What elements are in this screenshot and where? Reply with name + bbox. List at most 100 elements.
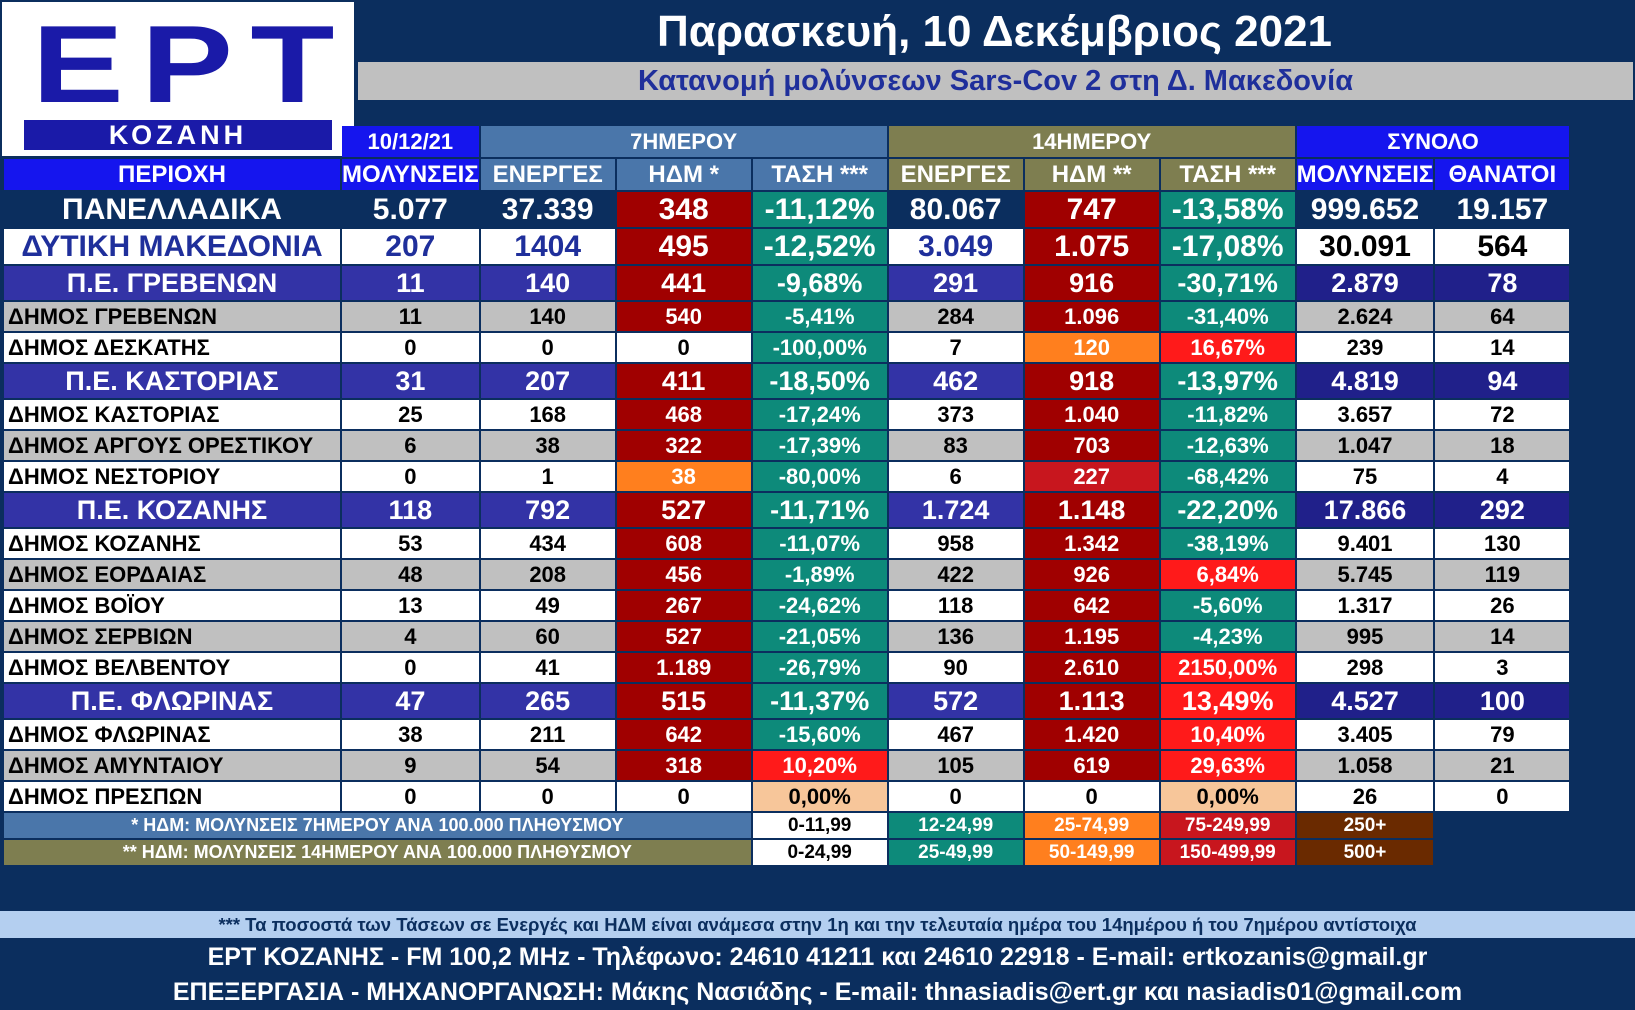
- value-cell: 118: [342, 493, 479, 527]
- value-cell: 16,67%: [1160, 333, 1295, 362]
- value-cell: 13: [342, 591, 479, 620]
- table-row: ΔΗΜΟΣ ΔΕΣΚΑΤΗΣ 0 0 0 -100,00% 7 120 16,67% 239 14: [4, 333, 1570, 362]
- value-cell: 83: [888, 431, 1023, 460]
- area-name: ΔΥΤΙΚΗ ΜΑΚΕΔΟΝΙΑ: [4, 229, 340, 264]
- legend-row: * ΗΔΜ: ΜΟΛΥΝΣΕΙΣ 7ΗΜΕΡΟΥ ΑΝΑ 100.000 ΠΛΗ…: [4, 813, 1569, 838]
- value-cell: 1.189: [616, 653, 751, 682]
- value-cell: 79: [1435, 720, 1570, 749]
- value-cell: -30,71%: [1160, 266, 1295, 300]
- area-name: ΔΗΜΟΣ ΒΕΛΒΕΝΤΟΥ: [4, 653, 340, 682]
- value-cell: 348: [616, 192, 751, 227]
- value-cell: 38: [342, 720, 479, 749]
- ert-logo: ΕΡΤ ΚΟΖΑΝΗ: [2, 2, 354, 156]
- value-cell: 642: [1024, 591, 1159, 620]
- value-cell: 19.157: [1435, 192, 1570, 227]
- value-cell: 17.866: [1296, 493, 1434, 527]
- value-cell: 434: [480, 529, 615, 558]
- legend-range: 25-49,99: [888, 840, 1023, 865]
- value-cell: -11,37%: [752, 684, 887, 718]
- table-row: Π.Ε. ΚΟΖΑΝΗΣ 118 792 527 -11,71% 1.724 1.148 -2…: [4, 493, 1570, 527]
- value-cell: 1404: [480, 229, 615, 264]
- date-header: 10/12/21: [342, 126, 479, 157]
- value-cell: 619: [1024, 751, 1159, 780]
- value-cell: 527: [616, 493, 751, 527]
- value-cell: -68,42%: [1160, 462, 1295, 491]
- value-cell: 540: [616, 302, 751, 331]
- legend-range: 50-149,99: [1024, 840, 1159, 865]
- column-header: ΘΑΝΑΤΟΙ: [1435, 159, 1570, 190]
- area-name: Π.Ε. ΓΡΕΒΕΝΩΝ: [4, 266, 340, 300]
- value-cell: 239: [1296, 333, 1434, 362]
- legend-range: 0-24,99: [752, 840, 887, 865]
- table-body: 10/12/21 7ΗΜΕΡΟΥ 14ΗΜΕΡΟΥ ΣΥΝΟΛΟ ΠΕΡΙΟΧΗ ΜΟΛΥ…: [4, 126, 1570, 865]
- trend-footnote: *** Τα ποσοστά των Τάσεων σε Ενεργές και…: [0, 911, 1635, 938]
- value-cell: 0,00%: [1160, 782, 1295, 811]
- table-row: Π.Ε. ΦΛΩΡΙΝΑΣ 47 265 515 -11,37% 572 1.113 13,4…: [4, 684, 1570, 718]
- value-cell: 2.610: [1024, 653, 1159, 682]
- table-row: Π.Ε. ΚΑΣΤΟΡΙΑΣ 31 207 411 -18,50% 462 918 -13,9…: [4, 364, 1570, 398]
- value-cell: 1.195: [1024, 622, 1159, 651]
- area-name: ΔΗΜΟΣ ΠΡΕΣΠΩΝ: [4, 782, 340, 811]
- value-cell: 995: [1296, 622, 1434, 651]
- value-cell: 2.879: [1296, 266, 1434, 300]
- value-cell: -1,89%: [752, 560, 887, 589]
- area-name: ΔΗΜΟΣ ΑΜΥΝΤΑΙΟΥ: [4, 751, 340, 780]
- value-cell: 75: [1296, 462, 1434, 491]
- value-cell: 29,63%: [1160, 751, 1295, 780]
- value-cell: -15,60%: [752, 720, 887, 749]
- area-name: ΔΗΜΟΣ ΣΕΡΒΙΩΝ: [4, 622, 340, 651]
- value-cell: 1: [480, 462, 615, 491]
- value-cell: 456: [616, 560, 751, 589]
- legend-range: 150-499,99: [1160, 840, 1295, 865]
- area-name: ΔΗΜΟΣ ΑΡΓΟΥΣ ΟΡΕΣΤΙΚΟΥ: [4, 431, 340, 460]
- value-cell: 119: [1435, 560, 1570, 589]
- column-header: ΤΑΣΗ ***: [752, 159, 887, 190]
- value-cell: 1.342: [1024, 529, 1159, 558]
- value-cell: 926: [1024, 560, 1159, 589]
- value-cell: 25: [342, 400, 479, 429]
- value-cell: 0: [888, 782, 1023, 811]
- value-cell: -18,50%: [752, 364, 887, 398]
- value-cell: 6: [888, 462, 1023, 491]
- value-cell: 18: [1435, 431, 1570, 460]
- value-cell: 291: [888, 266, 1023, 300]
- value-cell: 1.148: [1024, 493, 1159, 527]
- value-cell: 207: [342, 229, 479, 264]
- value-cell: 3: [1435, 653, 1570, 682]
- value-cell: 4: [342, 622, 479, 651]
- value-cell: 0: [1435, 782, 1570, 811]
- value-cell: 14: [1435, 622, 1570, 651]
- area-name: ΔΗΜΟΣ ΔΕΣΚΑΤΗΣ: [4, 333, 340, 362]
- area-name: Π.Ε. ΚΟΖΑΝΗΣ: [4, 493, 340, 527]
- value-cell: -38,19%: [1160, 529, 1295, 558]
- table-row: ΔΗΜΟΣ ΚΟΖΑΝΗΣ 53 434 608 -11,07% 958 1.342 -38,…: [4, 529, 1570, 558]
- table-row: Π.Ε. ΓΡΕΒΕΝΩΝ 11 140 441 -9,68% 291 916 -30,71%…: [4, 266, 1570, 300]
- value-cell: 495: [616, 229, 751, 264]
- value-cell: 168: [480, 400, 615, 429]
- value-cell: 0: [480, 782, 615, 811]
- value-cell: 94: [1435, 364, 1570, 398]
- legend-label: * ΗΔΜ: ΜΟΛΥΝΣΕΙΣ 7ΗΜΕΡΟΥ ΑΝΑ 100.000 ΠΛΗ…: [4, 813, 751, 838]
- value-cell: 0: [616, 782, 751, 811]
- value-cell: 207: [480, 364, 615, 398]
- area-name: ΠΑΝΕΛΛΑΔΙΚΑ: [4, 192, 340, 227]
- column-header: ΜΟΛΥΝΣΕΙΣ: [342, 159, 479, 190]
- value-cell: 0: [342, 782, 479, 811]
- column-header: ΗΔΜ **: [1024, 159, 1159, 190]
- value-cell: 1.047: [1296, 431, 1434, 460]
- table-row: ΔΗΜΟΣ ΦΛΩΡΙΝΑΣ 38 211 642 -15,60% 467 1.420 10,…: [4, 720, 1570, 749]
- area-name: ΔΗΜΟΣ ΝΕΣΤΟΡΙΟΥ: [4, 462, 340, 491]
- value-cell: 48: [342, 560, 479, 589]
- value-cell: 1.420: [1024, 720, 1159, 749]
- value-cell: -21,05%: [752, 622, 887, 651]
- table-row: ΔΥΤΙΚΗ ΜΑΚΕΔΟΝΙΑ 207 1404 495 -12,52% 3.049 1.…: [4, 229, 1570, 264]
- value-cell: -12,52%: [752, 229, 887, 264]
- covid-table: 10/12/21 7ΗΜΕΡΟΥ 14ΗΜΕΡΟΥ ΣΥΝΟΛΟ ΠΕΡΙΟΧΗ ΜΟΛΥ…: [2, 124, 1571, 867]
- value-cell: 527: [616, 622, 751, 651]
- column-header-row: ΠΕΡΙΟΧΗ ΜΟΛΥΝΣΕΙΣ ΕΝΕΡΓΕΣ ΗΔΜ * ΤΑΣΗ *** ΕΝΕΡ…: [4, 159, 1570, 190]
- total-header: ΣΥΝΟΛΟ: [1296, 126, 1570, 157]
- area-name: ΔΗΜΟΣ ΒΟΪΟΥ: [4, 591, 340, 620]
- value-cell: 5.745: [1296, 560, 1434, 589]
- value-cell: 120: [1024, 333, 1159, 362]
- area-name: ΔΗΜΟΣ ΦΛΩΡΙΝΑΣ: [4, 720, 340, 749]
